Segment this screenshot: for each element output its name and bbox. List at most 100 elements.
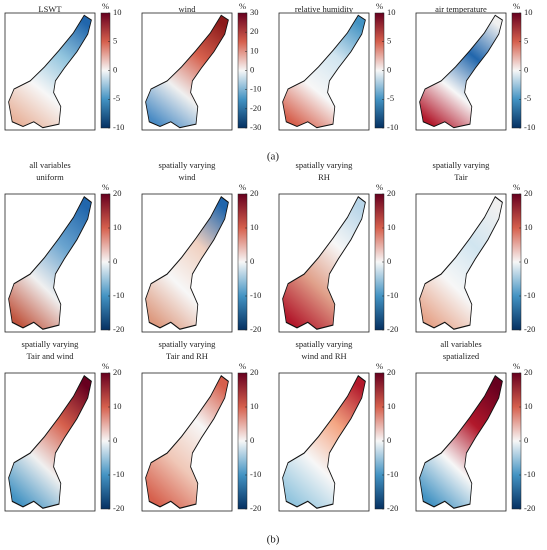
- colorbar-unit: %: [376, 1, 383, 11]
- colorbar-tick-label: 20: [250, 26, 259, 36]
- colorbar-tick-label: -5: [113, 93, 120, 103]
- colorbar-tick-label: 10: [250, 222, 259, 232]
- panel-title: spatially varying: [296, 339, 354, 349]
- panel: LSWT % -10 -5 0 5 10: [4, 1, 124, 132]
- colorbar-tick-label: 20: [524, 188, 533, 198]
- colorbar-tick-label: -20: [113, 324, 124, 334]
- colorbar-tick-label: 10: [387, 222, 396, 232]
- colorbar-tick-label: 10: [524, 222, 533, 232]
- panel-title: wind and RH: [301, 351, 346, 361]
- panel-title: spatialized: [443, 351, 480, 361]
- colorbar-tick-label: -10: [250, 84, 261, 94]
- colorbar-unit: %: [102, 361, 109, 371]
- panel-title: uniform: [36, 172, 64, 182]
- colorbar-tick-label: 0: [524, 435, 528, 445]
- panel-title: LSWT: [38, 4, 62, 14]
- colorbar-unit: %: [239, 361, 246, 371]
- panel-title: wind: [179, 4, 197, 14]
- panel-title: Tair: [454, 172, 468, 182]
- colorbar-tick-label: 0: [524, 64, 528, 74]
- panel: all variables uniform% -20 -10 0 10 20: [4, 160, 124, 334]
- panel: wind % -30 -20 -10 0 10 20 30: [141, 1, 261, 132]
- colorbar-tick-label: -20: [387, 324, 398, 334]
- colorbar-tick-label: -10: [113, 290, 124, 300]
- colorbar-tick-label: 20: [524, 367, 533, 377]
- colorbar-tick-label: -10: [113, 469, 124, 479]
- colorbar-unit: %: [376, 361, 383, 371]
- colorbar-tick-label: 0: [250, 64, 254, 74]
- colorbar-unit: %: [102, 1, 109, 11]
- panel-title: spatially varying: [296, 160, 354, 170]
- colorbar-tick-label: 0: [387, 256, 391, 266]
- panel-title: wind: [179, 172, 197, 182]
- colorbar-tick-label: 0: [250, 256, 254, 266]
- part-label: (b): [267, 534, 280, 546]
- colorbar-unit: %: [239, 1, 246, 11]
- panel-title: spatially varying: [433, 160, 491, 170]
- colorbar-tick-label: -20: [250, 503, 261, 513]
- colorbar-tick-label: -10: [113, 122, 124, 132]
- colorbar-tick-label: -20: [524, 503, 535, 513]
- colorbar-tick-label: 20: [387, 367, 396, 377]
- colorbar-tick-label: -5: [524, 93, 531, 103]
- colorbar-tick-label: -10: [387, 290, 398, 300]
- colorbar-tick-label: 30: [250, 7, 259, 17]
- colorbar-tick-label: 5: [387, 36, 391, 46]
- colorbar-tick-label: 10: [250, 401, 259, 411]
- panel: spatially varying Tair and wind% -20 -10 0 10…: [4, 339, 124, 513]
- panel-title: Tair and wind: [26, 351, 74, 361]
- colorbar-unit: %: [102, 182, 109, 192]
- colorbar-tick-label: 0: [387, 64, 391, 74]
- panel-title: all variables: [29, 160, 70, 170]
- panel: spatially varying Tair and RH% -20 -10 0 10 20: [141, 339, 261, 513]
- panel: spatially varying RH% -20 -10 0 10 20: [278, 160, 398, 334]
- panel-title: Tair and RH: [166, 351, 208, 361]
- panel-title: spatially varying: [159, 339, 217, 349]
- colorbar-tick-label: 10: [113, 401, 122, 411]
- colorbar-unit: %: [376, 182, 383, 192]
- colorbar-tick-label: -20: [250, 324, 261, 334]
- colorbar-tick-label: -30: [250, 122, 261, 132]
- colorbar-tick-label: -20: [113, 503, 124, 513]
- colorbar-tick-label: -10: [524, 122, 535, 132]
- panel-title: air temperature: [435, 4, 487, 14]
- colorbar-tick-label: 10: [113, 7, 122, 17]
- colorbar-tick-label: 0: [387, 435, 391, 445]
- panel-title: RH: [318, 172, 330, 182]
- colorbar-tick-label: 10: [113, 222, 122, 232]
- colorbar-tick-label: 10: [524, 401, 533, 411]
- panel: all variables spatialized% -20 -10 0 10 20: [415, 339, 535, 513]
- colorbar-tick-label: 20: [113, 367, 122, 377]
- colorbar-tick-label: 0: [113, 435, 117, 445]
- colorbar-tick-label: 0: [113, 256, 117, 266]
- colorbar-tick-label: -10: [387, 122, 398, 132]
- colorbar-unit: %: [513, 1, 520, 11]
- colorbar-tick-label: -10: [524, 469, 535, 479]
- panel: air temperature % -10 -5 0 5 10: [415, 1, 535, 132]
- colorbar-tick-label: 20: [250, 367, 259, 377]
- panel-title: spatially varying: [159, 160, 217, 170]
- colorbar-tick-label: 0: [113, 64, 117, 74]
- panel-title: relative humidity: [295, 4, 354, 14]
- panel: relative humidity % -10 -5 0 5 10: [278, 1, 398, 132]
- panel: spatially varying Tair% -20 -10 0 10 20: [415, 160, 535, 334]
- colorbar-tick-label: -20: [524, 324, 535, 334]
- panel-title: all variables: [440, 339, 481, 349]
- colorbar-tick-label: 0: [524, 256, 528, 266]
- colorbar-tick-label: 10: [524, 7, 533, 17]
- colorbar-tick-label: 0: [250, 435, 254, 445]
- colorbar-tick-label: 5: [113, 36, 117, 46]
- colorbar-tick-label: -20: [250, 103, 261, 113]
- colorbar-tick-label: 10: [250, 45, 259, 55]
- colorbar-unit: %: [239, 182, 246, 192]
- colorbar-tick-label: 20: [250, 188, 259, 198]
- panel-title: spatially varying: [22, 339, 80, 349]
- panel: spatially varying wind% -20 -10 0 10 20: [141, 160, 261, 334]
- colorbar-tick-label: 10: [387, 7, 396, 17]
- part-label: (a): [267, 151, 280, 163]
- colorbar-unit: %: [513, 182, 520, 192]
- colorbar-unit: %: [513, 361, 520, 371]
- colorbar-tick-label: 5: [524, 36, 528, 46]
- panel: spatially varying wind and RH% -20 -10 0 10 20: [278, 339, 398, 513]
